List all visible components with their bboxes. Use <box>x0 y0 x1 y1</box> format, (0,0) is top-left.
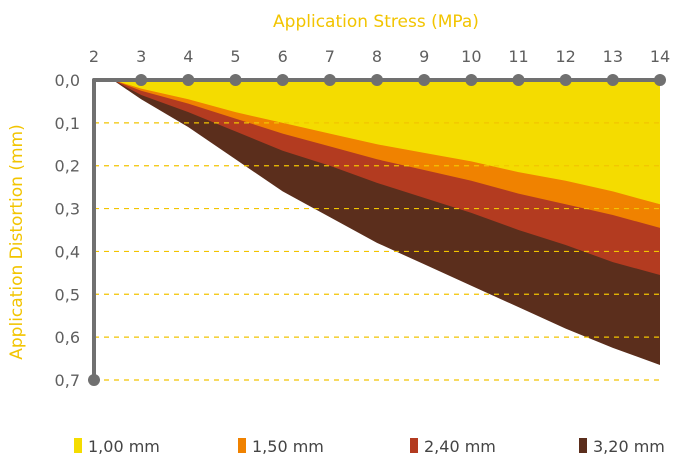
x-tick-marker-4 <box>182 74 195 86</box>
x-tick-label-13: 13 <box>603 47 623 66</box>
legend-layer: 1,00 mm 1,50 mm 2,40 mm 3,20 mm <box>74 437 665 456</box>
x-tick-marker-6 <box>276 74 289 86</box>
y-tick-label-7: 0,7 <box>55 371 80 390</box>
legend-swatch-4 <box>579 438 587 453</box>
y-tick-label-4: 0,4 <box>55 242 80 261</box>
y-tick-label-5: 0,5 <box>55 285 80 304</box>
y-axis-end-marker <box>88 374 100 386</box>
y-tick-label-2: 0,2 <box>55 157 80 176</box>
legend-label-2: 1,50 mm <box>252 437 324 456</box>
x-tick-marker-10 <box>465 74 478 86</box>
legend-swatch-1 <box>74 438 82 453</box>
x-tick-marker-3 <box>135 74 148 86</box>
x-tick-marker-12 <box>559 74 572 86</box>
x-tick-label-7: 7 <box>325 47 335 66</box>
x-axis-title: Application Stress (MPa) <box>273 12 479 32</box>
y-axis-title: Application Distortion (mm) <box>7 124 27 359</box>
x-tick-label-5: 5 <box>230 47 240 66</box>
x-tick-label-11: 11 <box>508 47 528 66</box>
x-tick-label-3: 3 <box>136 47 146 66</box>
series-area-1 <box>112 80 660 205</box>
y-tick-label-3: 0,3 <box>55 200 80 219</box>
legend-swatch-3 <box>410 438 418 453</box>
x-tick-label-4: 4 <box>183 47 193 66</box>
x-tick-marker-7 <box>323 74 336 86</box>
x-tick-label-2: 2 <box>89 47 99 66</box>
legend-swatch-2 <box>238 438 246 453</box>
legend-label-1: 1,00 mm <box>88 437 160 456</box>
x-tick-label-6: 6 <box>278 47 288 66</box>
x-tick-marker-8 <box>371 74 383 86</box>
x-tick-marker-13 <box>606 74 619 86</box>
y-tick-label-0: 0,0 <box>55 71 80 90</box>
x-tick-label-12: 12 <box>555 47 575 66</box>
x-tick-label-8: 8 <box>372 47 382 66</box>
x-tick-label-9: 9 <box>419 47 429 66</box>
ticks-layer: 2 3 4 5 6 7 8 9 10 11 12 13 14 0,0 0,1 0,2 0,3 0,4 0,5 0,6 0… <box>55 47 671 390</box>
x-tick-marker-11 <box>512 74 525 86</box>
areas-layer <box>112 80 660 365</box>
grid-layer <box>94 122 660 381</box>
legend-label-4: 3,20 mm <box>593 437 665 456</box>
y-tick-label-1: 0,1 <box>55 114 80 133</box>
legend-label-3: 2,40 mm <box>424 437 496 456</box>
x-tick-label-10: 10 <box>461 47 481 66</box>
x-tick-marker-14 <box>654 74 666 86</box>
x-tick-marker-9 <box>418 74 431 86</box>
x-tick-label-14: 14 <box>650 47 670 66</box>
y-tick-label-6: 0,6 <box>55 328 80 347</box>
x-tick-marker-5 <box>229 74 242 86</box>
